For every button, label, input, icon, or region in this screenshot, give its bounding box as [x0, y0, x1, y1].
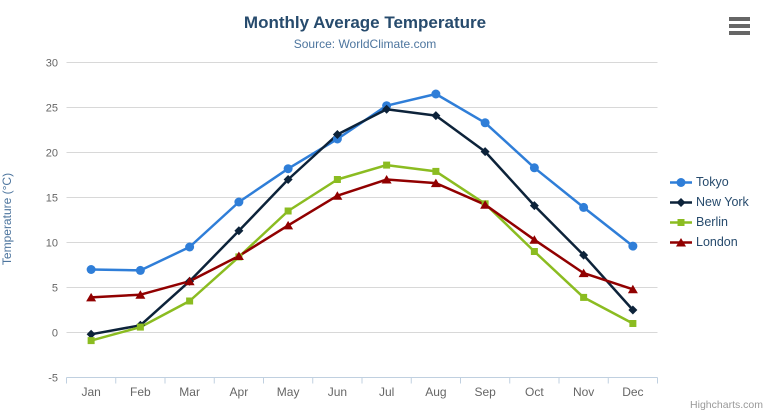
x-axis-label: Mar — [179, 385, 200, 399]
point-tokyo-sep[interactable] — [480, 118, 490, 128]
point-new-york-nov[interactable] — [579, 250, 589, 260]
chart-title: Monthly Average Temperature — [243, 13, 487, 32]
x-axis-label: Oct — [525, 385, 544, 399]
point-london-feb[interactable] — [135, 290, 146, 299]
point-london-jun[interactable] — [332, 191, 343, 200]
legend-label: London — [696, 235, 738, 249]
point-new-york-jun[interactable] — [332, 130, 342, 139]
y-axis-label: 0 — [52, 328, 58, 340]
point-berlin-jan[interactable] — [87, 337, 95, 345]
point-new-york-jul[interactable] — [382, 104, 392, 114]
x-axis-label: Sep — [474, 385, 496, 399]
square-marker-icon — [670, 218, 692, 226]
point-tokyo-jan[interactable] — [86, 265, 96, 274]
export-menu-button[interactable] — [729, 17, 750, 35]
legend-label: Berlin — [696, 215, 728, 229]
point-berlin-jun[interactable] — [333, 176, 341, 183]
point-tokyo-aug[interactable] — [431, 89, 441, 99]
x-axis-label: Dec — [622, 385, 643, 399]
point-london-nov[interactable] — [578, 268, 589, 278]
point-berlin-may[interactable] — [284, 207, 292, 215]
legend-item-berlin[interactable]: Berlin — [670, 215, 749, 229]
y-axis-label: 5 — [52, 283, 58, 295]
x-axis-label: Nov — [573, 385, 594, 399]
y-axis-label: 10 — [46, 238, 58, 250]
point-new-york-sep[interactable] — [480, 147, 490, 157]
hamburger-icon — [729, 24, 750, 28]
legend: Tokyo New York Berlin London — [670, 175, 749, 249]
x-axis-label: Jun — [328, 385, 347, 399]
hamburger-icon — [729, 17, 750, 21]
legend-item-london[interactable]: London — [670, 235, 749, 249]
y-axis-label: 30 — [46, 58, 58, 70]
legend-marker-icon — [676, 197, 686, 207]
series-line-tokyo — [89, 92, 635, 272]
point-new-york-jan[interactable] — [86, 329, 96, 339]
point-new-york-apr[interactable] — [234, 226, 244, 236]
circle-marker-icon — [670, 177, 692, 187]
point-berlin-dec[interactable] — [629, 320, 637, 327]
point-berlin-aug[interactable] — [432, 167, 440, 175]
credits-link[interactable]: Highcharts.com — [690, 399, 763, 411]
point-london-oct[interactable] — [529, 235, 540, 244]
x-axis-label: Jan — [81, 385, 100, 399]
point-berlin-feb[interactable] — [136, 323, 144, 331]
series-line-berlin — [89, 163, 635, 342]
point-tokyo-nov[interactable] — [579, 202, 589, 212]
diamond-marker-icon — [670, 197, 692, 207]
y-axis-label: -5 — [48, 373, 58, 385]
point-berlin-oct[interactable] — [530, 248, 538, 255]
point-london-mar[interactable] — [184, 276, 195, 286]
point-london-sep[interactable] — [480, 200, 491, 209]
x-axis-label: Feb — [130, 385, 151, 399]
x-axis-label: May — [277, 385, 300, 399]
point-london-apr[interactable] — [233, 251, 244, 261]
point-london-jul[interactable] — [381, 175, 392, 184]
y-axis-label: 25 — [46, 103, 58, 115]
series-line-new-york — [89, 108, 635, 336]
point-london-jan[interactable] — [86, 292, 97, 302]
point-berlin-jul[interactable] — [383, 161, 391, 169]
point-london-aug[interactable] — [430, 178, 441, 188]
point-tokyo-dec[interactable] — [628, 241, 638, 251]
y-axis-title: Temperature (°C) — [0, 172, 14, 266]
point-berlin-mar[interactable] — [186, 297, 194, 305]
point-tokyo-oct[interactable] — [529, 163, 539, 173]
legend-item-tokyo[interactable]: Tokyo — [670, 175, 749, 189]
point-berlin-nov[interactable] — [580, 293, 588, 301]
legend-marker-icon — [676, 177, 686, 187]
legend-marker-icon — [676, 237, 686, 246]
point-london-dec[interactable] — [627, 284, 638, 294]
triangle-marker-icon — [670, 237, 692, 246]
point-tokyo-feb[interactable] — [135, 265, 145, 275]
point-tokyo-apr[interactable] — [234, 197, 244, 207]
legend-marker-icon — [677, 218, 685, 226]
legend-item-new-york[interactable]: New York — [670, 195, 749, 209]
point-new-york-oct[interactable] — [529, 201, 539, 211]
point-new-york-aug[interactable] — [431, 111, 441, 121]
x-axis-label: Apr — [230, 385, 249, 399]
hamburger-icon — [729, 31, 750, 35]
series-line-london — [89, 178, 635, 299]
legend-label: New York — [696, 195, 749, 209]
point-london-may[interactable] — [283, 220, 294, 230]
chart-subtitle: Source: WorldClimate.com — [293, 37, 437, 51]
y-axis-label: 20 — [46, 148, 58, 160]
point-new-york-may[interactable] — [283, 175, 293, 184]
x-axis-label: Aug — [425, 385, 446, 399]
x-axis-label: Jul — [379, 385, 394, 399]
point-tokyo-may[interactable] — [283, 164, 293, 174]
point-tokyo-mar[interactable] — [185, 242, 195, 252]
point-new-york-dec[interactable] — [628, 305, 638, 315]
y-axis-label: 15 — [46, 193, 58, 205]
legend-label: Tokyo — [696, 175, 729, 189]
